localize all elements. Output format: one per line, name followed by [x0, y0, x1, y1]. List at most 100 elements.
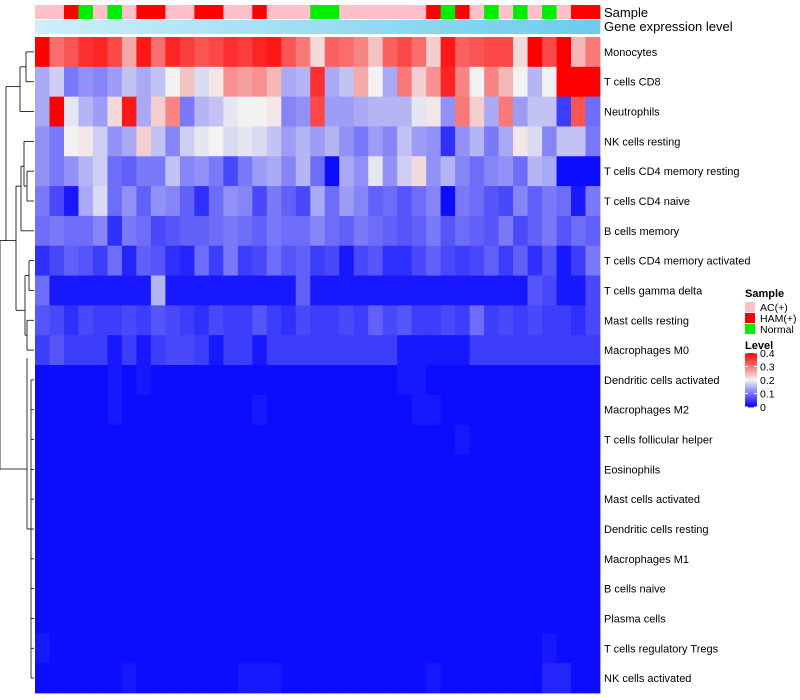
- heatmap-cell: [310, 454, 326, 485]
- heatmap-cell: [121, 126, 137, 157]
- expression-cell: [513, 20, 528, 34]
- expression-cell: [339, 20, 355, 34]
- heatmap-cell: [571, 275, 586, 306]
- heatmap-cell: [223, 603, 239, 634]
- heatmap-cell: [107, 156, 123, 187]
- heatmap-cell: [310, 603, 326, 634]
- level-gradient-step: [745, 402, 757, 405]
- heatmap-cell: [484, 603, 499, 634]
- heatmap-cell: [63, 394, 79, 426]
- heatmap-cell: [310, 663, 326, 694]
- heatmap-cell: [542, 275, 557, 306]
- expression-cell: [469, 20, 485, 34]
- heatmap-cell: [194, 543, 210, 575]
- heatmap-cell: [92, 633, 108, 664]
- heatmap-cell: [237, 394, 253, 426]
- row-label: Macrophages M1: [604, 554, 689, 566]
- heatmap-cell: [281, 186, 297, 217]
- heatmap-cell: [194, 663, 210, 694]
- heatmap-cell: [237, 484, 253, 515]
- row-label: Dendritic cells activated: [604, 375, 720, 387]
- heatmap-cell: [295, 543, 311, 575]
- heatmap-cell: [455, 663, 471, 694]
- heatmap-cell: [252, 365, 268, 396]
- level-gradient-step: [745, 367, 757, 370]
- heatmap-cell: [223, 66, 239, 98]
- heatmap-cell: [150, 156, 166, 187]
- heatmap-cell: [353, 275, 369, 306]
- sample-cell: [107, 5, 123, 19]
- heatmap-cell: [469, 514, 485, 545]
- heatmap-cell: [571, 66, 586, 98]
- heatmap-cell: [440, 484, 456, 515]
- heatmap-cell: [585, 215, 601, 247]
- heatmap-cell: [63, 454, 79, 485]
- heatmap-cell: [35, 156, 50, 187]
- heatmap-cell: [513, 96, 528, 127]
- heatmap-cell: [556, 305, 572, 336]
- heatmap-cell: [310, 245, 326, 276]
- heatmap-cell: [266, 215, 282, 247]
- heatmap-cell: [78, 66, 94, 98]
- heatmap-cell: [194, 305, 210, 336]
- heatmap-cell: [107, 514, 123, 545]
- heatmap-cell: [223, 305, 239, 336]
- heatmap-cell: [542, 186, 557, 217]
- heatmap-cell: [455, 484, 471, 515]
- row-dendrogram: [0, 51, 34, 679]
- heatmap-cell: [92, 663, 108, 694]
- heatmap-cell: [527, 394, 543, 426]
- heatmap-cell: [237, 603, 253, 634]
- heatmap-cell: [484, 66, 499, 98]
- heatmap-cell: [527, 275, 543, 306]
- sample-cell: [121, 5, 137, 19]
- heatmap-cell: [324, 305, 340, 336]
- heatmap-cell: [440, 573, 456, 604]
- heatmap-cell: [411, 126, 427, 157]
- expression-cell: [411, 20, 427, 34]
- heatmap-cell: [469, 573, 485, 604]
- heatmap-cell: [571, 335, 586, 366]
- heatmap-cell: [353, 335, 369, 366]
- heatmap-cell: [310, 394, 326, 426]
- heatmap-cell: [266, 454, 282, 485]
- heatmap-cell: [237, 454, 253, 485]
- heatmap-cell: [49, 305, 65, 336]
- heatmap-cell: [165, 275, 181, 306]
- expression-cell: [179, 20, 195, 34]
- heatmap-cell: [440, 514, 456, 545]
- heatmap-cell: [382, 305, 398, 336]
- heatmap-cell: [150, 663, 166, 694]
- heatmap-cell: [63, 126, 79, 157]
- heatmap-cell: [397, 514, 413, 545]
- heatmap-cell: [382, 126, 398, 157]
- heatmap-cell: [556, 633, 572, 664]
- heatmap-cell: [455, 156, 471, 187]
- level-gradient-step: [745, 365, 757, 367]
- expression-cell: [194, 20, 210, 34]
- heatmap-cell: [35, 245, 50, 276]
- level-gradient-step: [745, 381, 757, 384]
- heatmap-cell: [252, 275, 268, 306]
- heatmap-cell: [324, 126, 340, 157]
- heatmap-cell: [556, 215, 572, 247]
- heatmap-cell: [324, 96, 340, 127]
- heatmap-cell: [208, 394, 224, 426]
- heatmap-cell: [281, 633, 297, 664]
- level-gradient-step: [745, 392, 757, 394]
- heatmap-cell: [223, 335, 239, 366]
- heatmap-cell: [498, 663, 514, 694]
- heatmap-cell: [382, 365, 398, 396]
- heatmap-cell: [310, 543, 326, 575]
- heatmap-cell: [63, 424, 79, 455]
- heatmap-cell: [194, 603, 210, 634]
- expression-cell: [397, 20, 413, 34]
- heatmap-cell: [324, 245, 340, 276]
- row-label: T cells follicular helper: [604, 435, 713, 447]
- heatmap-cell: [266, 37, 282, 68]
- heatmap-cell: [63, 365, 79, 396]
- level-gradient-step: [745, 404, 757, 407]
- heatmap-cell: [339, 454, 355, 485]
- heatmap-cell: [382, 663, 398, 694]
- heatmap-cell: [527, 454, 543, 485]
